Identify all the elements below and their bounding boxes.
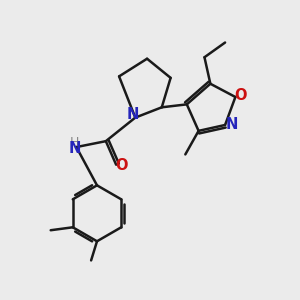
Text: O: O [234, 88, 247, 103]
Text: N: N [225, 118, 238, 133]
Text: O: O [115, 158, 128, 173]
Text: H: H [70, 136, 80, 149]
Text: N: N [69, 141, 81, 156]
Text: N: N [127, 106, 139, 122]
